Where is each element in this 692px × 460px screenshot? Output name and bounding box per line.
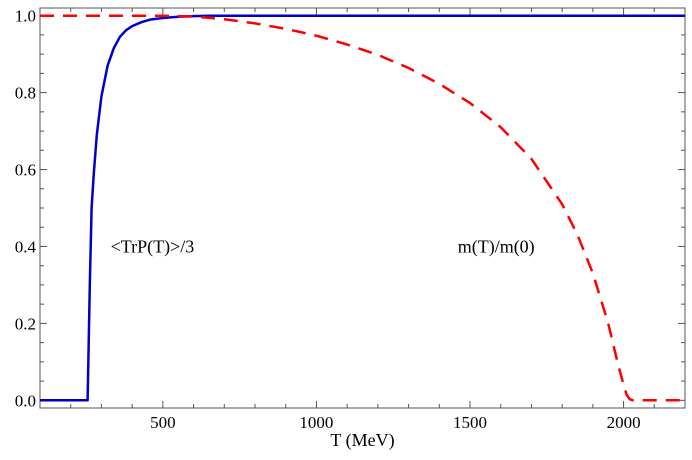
annotation-trp: <TrP(T)>/3 xyxy=(111,236,195,257)
y-tick-label: 0.0 xyxy=(15,391,36,410)
plot-frame xyxy=(39,7,686,409)
series-mass-ratio xyxy=(40,14,685,402)
ticks xyxy=(39,8,686,408)
x-tick-label: 1000 xyxy=(299,413,333,432)
x-tick-label: 500 xyxy=(150,413,176,432)
tick-labels: 500 1000 1500 2000 0.0 0.2 0.4 0.6 0.8 1.0 xyxy=(15,7,641,432)
x-tick-label: 2000 xyxy=(607,413,641,432)
x-tick-label: 1500 xyxy=(453,413,487,432)
y-tick-label: 0.8 xyxy=(15,84,36,103)
y-tick-label: 0.6 xyxy=(15,161,36,180)
series-polyakov-loop xyxy=(40,14,685,402)
curves xyxy=(40,14,685,402)
y-tick-label: 0.2 xyxy=(15,314,36,333)
x-axis-label: T (MeV) xyxy=(330,430,394,451)
y-tick-label: 0.4 xyxy=(15,237,37,256)
annotation-mass: m(T)/m(0) xyxy=(458,236,535,257)
y-tick-label: 1.0 xyxy=(15,7,36,26)
